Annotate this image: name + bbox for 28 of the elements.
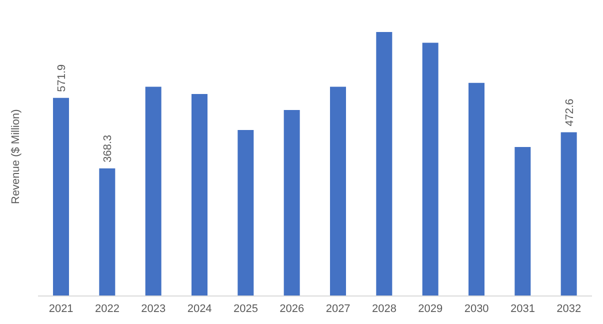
y-axis-title: Revenue ($ Million)	[10, 109, 22, 204]
bar	[99, 168, 116, 296]
x-tick-label: 2025	[234, 302, 258, 315]
x-tick-label: 2022	[95, 302, 120, 315]
x-tick-label: 2024	[187, 302, 212, 315]
bar	[192, 94, 208, 296]
x-tick-label: 2030	[464, 302, 489, 315]
bar	[376, 32, 392, 296]
x-tick-label: 2031	[510, 302, 535, 315]
bar	[560, 132, 577, 296]
bar	[145, 86, 162, 296]
x-tick-label: 2021	[48, 302, 74, 315]
bar	[53, 98, 69, 296]
data-label: 571.9	[56, 64, 68, 92]
data-label: 368.3	[102, 134, 114, 162]
bar	[330, 86, 346, 296]
x-tick-label: 2032	[556, 302, 582, 315]
bar	[468, 82, 484, 296]
x-tick-label: 2023	[141, 302, 166, 315]
x-tick-label: 2028	[372, 302, 396, 315]
bar	[238, 130, 254, 296]
data-label: 472.6	[564, 98, 576, 126]
bar	[422, 42, 438, 296]
x-tick-label: 2029	[418, 302, 443, 315]
x-tick-label: 2026	[280, 302, 304, 315]
bar	[284, 110, 300, 296]
x-tick-label: 2027	[326, 302, 350, 315]
bar	[514, 147, 531, 296]
